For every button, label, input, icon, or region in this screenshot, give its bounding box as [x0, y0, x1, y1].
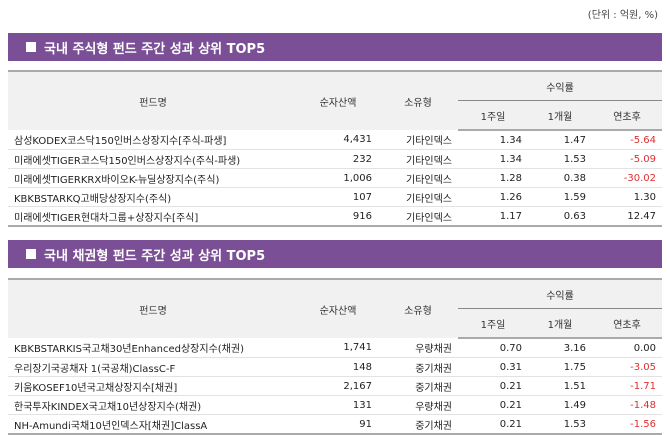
- aum: 91: [359, 418, 372, 430]
- return-1m: 1.47: [563, 134, 586, 146]
- aum: 148: [352, 361, 372, 373]
- aum: 4,431: [343, 134, 372, 145]
- return-ytd: 12.47: [627, 210, 656, 222]
- square-bullet-icon: [26, 42, 36, 52]
- return-ytd: -5.64: [630, 134, 656, 146]
- aum: 2,167: [343, 380, 372, 392]
- return-1m: 1.49: [563, 399, 586, 411]
- return-ytd: -1.71: [630, 380, 656, 392]
- return-1w: 0.70: [499, 342, 522, 354]
- header-ytd: 연초후: [592, 308, 662, 339]
- return-1w: 1.17: [499, 210, 522, 222]
- fund-table: 펀드명 순자산액 소유형 수익률 1주일 1개월 연초후 KBKBSTARKIS국고채30년…: [8, 278, 662, 435]
- fund-name: KBKBSTARKIS국고채30년Enhanced상장지수(채권): [14, 344, 244, 355]
- return-1w: 0.21: [499, 399, 522, 411]
- return-ytd: -5.09: [630, 153, 656, 165]
- return-1m: 3.16: [563, 342, 586, 354]
- section-title: 국내 주식형 펀드 주간 성과 상위 TOP5: [44, 41, 266, 57]
- return-ytd: -3.05: [630, 361, 656, 373]
- fund-name: KBKBSTARKQ고배당상장지수(주식): [14, 193, 172, 205]
- return-ytd: 1.30: [633, 191, 656, 203]
- aum: 107: [352, 191, 372, 203]
- aum: 131: [352, 399, 372, 411]
- return-1m: 0.63: [563, 210, 586, 222]
- header-aum: 순자산액: [298, 70, 378, 130]
- fund-type: 기타인덱스: [406, 174, 452, 186]
- return-1m: 1.59: [563, 191, 586, 203]
- header-returns: 수익률: [458, 70, 662, 101]
- fund-name: 미래에셋TIGERKRX바이오K-뉴딜상장지수(주식): [14, 174, 220, 186]
- table-row: 키움KOSEF10년국고채상장지수[채권] 2,167 중기채권 0.21 1.51 -1…: [8, 377, 662, 396]
- return-1m: 1.75: [563, 361, 586, 373]
- table-row: 삼성KODEX코스닥150인버스상장지수[주식-파생] 4,431 기타인덱스 1.3…: [8, 130, 662, 150]
- header-name: 펀드명: [8, 278, 298, 338]
- aum: 916: [352, 210, 372, 222]
- fund-name: 미래에셋TIGER현대차그룹+상장지수[주식]: [14, 212, 199, 224]
- return-1m: 1.53: [563, 418, 586, 430]
- fund-name: 키움KOSEF10년국고채상장지수[채권]: [14, 382, 178, 394]
- section-title-bar: 국내 채권형 펀드 주간 성과 상위 TOP5: [8, 240, 662, 268]
- return-1m: 1.51: [563, 380, 586, 392]
- fund-type: 우량채권: [415, 401, 452, 413]
- header-1w: 1주일: [458, 308, 528, 339]
- return-ytd: -1.48: [630, 399, 656, 411]
- aum: 1,741: [343, 342, 372, 353]
- return-1w: 1.28: [499, 172, 522, 184]
- table-row: 한국투자KINDEX국고채10년상장지수(채권) 131 우량채권 0.21 1.49 -…: [8, 396, 662, 415]
- return-1w: 1.34: [499, 134, 522, 146]
- fund-type: 우량채권: [415, 344, 452, 355]
- fund-name: 한국투자KINDEX국고채10년상장지수(채권): [14, 401, 202, 413]
- table-row: 미래에셋TIGER현대차그룹+상장지수[주식] 916 기타인덱스 1.17 0.63 1…: [8, 207, 662, 226]
- table-row: 미래에셋TIGER코스닥150인버스상장지수(주식-파생) 232 기타인덱스 1.3…: [8, 150, 662, 169]
- fund-type: 기타인덱스: [406, 155, 452, 167]
- return-ytd: -1.56: [630, 418, 656, 430]
- header-1w: 1주일: [458, 100, 528, 131]
- table-row: 미래에셋TIGERKRX바이오K-뉴딜상장지수(주식) 1,006 기타인덱스 1.2…: [8, 169, 662, 188]
- header-1m: 1개월: [528, 100, 592, 131]
- return-1m: 1.53: [563, 153, 586, 165]
- header-ytd: 연초후: [592, 100, 662, 131]
- section-title-bar: 국내 주식형 펀드 주간 성과 상위 TOP5: [8, 33, 662, 61]
- return-1w: 1.26: [499, 191, 522, 203]
- header-name: 펀드명: [8, 70, 298, 130]
- table-row: 우리장기국공채자 1(국공채)ClassC-F 148 중기채권 0.31 1.75 -3…: [8, 358, 662, 377]
- fund-name: 우리장기국공채자 1(국공채)ClassC-F: [14, 363, 176, 375]
- return-1m: 0.38: [563, 172, 586, 184]
- return-ytd: -30.02: [623, 172, 656, 184]
- section-title: 국내 채권형 펀드 주간 성과 상위 TOP5: [44, 248, 266, 264]
- return-1w: 0.21: [499, 418, 522, 430]
- return-1w: 0.21: [499, 380, 522, 392]
- aum: 1,006: [343, 172, 372, 184]
- return-ytd: 0.00: [633, 342, 656, 354]
- fund-name: 미래에셋TIGER코스닥150인버스상장지수(주식-파생): [14, 155, 241, 167]
- fund-type: 기타인덱스: [406, 193, 452, 205]
- fund-name: 삼성KODEX코스닥150인버스상장지수[주식-파생]: [14, 136, 227, 147]
- header-aum: 순자산액: [298, 278, 378, 338]
- header-type: 소유형: [378, 278, 458, 338]
- fund-type: 기타인덱스: [406, 136, 452, 147]
- square-bullet-icon: [26, 249, 36, 259]
- fund-name: NH-Amundi국채10년인덱스자[채권]ClassA: [14, 420, 208, 432]
- header-returns: 수익률: [458, 278, 662, 309]
- fund-type: 기타인덱스: [406, 212, 452, 224]
- unit-label: (단위 : 억원, %): [587, 10, 658, 21]
- aum: 232: [352, 153, 372, 165]
- fund-type: 중기채권: [415, 420, 452, 432]
- table-row: KBKBSTARKIS국고채30년Enhanced상장지수(채권) 1,741 우량…: [8, 338, 662, 358]
- header-1m: 1개월: [528, 308, 592, 339]
- fund-type: 중기채권: [415, 382, 452, 394]
- table-row: KBKBSTARKQ고배당상장지수(주식) 107 기타인덱스 1.26 1.59 1.3…: [8, 188, 662, 207]
- table-row: NH-Amundi국채10년인덱스자[채권]ClassA 91 중기채권 0.21 1.…: [8, 415, 662, 434]
- return-1w: 1.34: [499, 153, 522, 165]
- fund-table: 펀드명 순자산액 소유형 수익률 1주일 1개월 연초후 삼성KODEX코스닥150인버스상…: [8, 70, 662, 227]
- fund-type: 중기채권: [415, 363, 452, 375]
- return-1w: 0.31: [499, 361, 522, 373]
- header-type: 소유형: [378, 70, 458, 130]
